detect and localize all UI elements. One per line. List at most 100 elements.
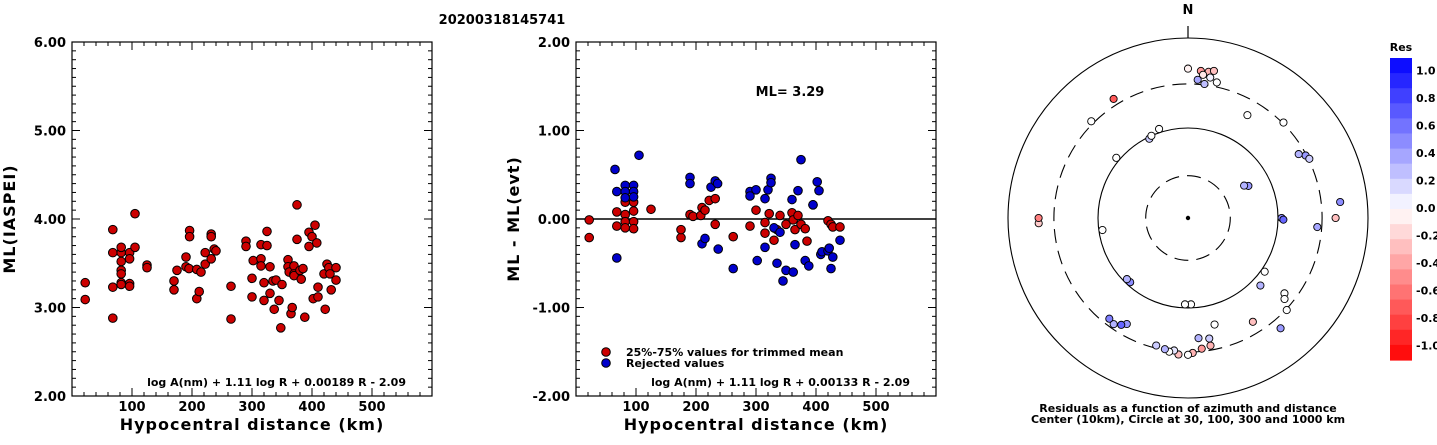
colorbar-band [1390,118,1412,135]
data-point [116,256,126,267]
colorbar-tick-label: 0.2 [1416,175,1436,188]
y-tick-label: 3.00 [34,302,66,317]
data-point [265,288,275,299]
data-point [712,178,723,189]
data-point [307,231,317,242]
y-tick-label: -1.00 [533,302,570,317]
data-point [296,274,307,284]
station-point [1212,78,1221,87]
data-point [276,323,286,333]
data-point [793,185,803,196]
y-tick-label: 1.00 [538,125,570,140]
data-point [247,273,257,284]
data-point [634,150,644,161]
polar-plot [1007,26,1369,399]
x-tick-label: 400 [298,400,325,415]
y-tick-label: 6.00 [34,36,66,51]
data-point [298,263,308,274]
plot-left [71,41,433,397]
data-point [772,258,782,269]
data-point [710,193,721,204]
data-point [292,200,302,210]
data-point [713,244,724,254]
data-point [612,207,622,217]
data-point [612,186,622,197]
colorbar-band [1390,284,1412,301]
station-point [1206,341,1215,350]
data-point [745,191,755,201]
data-point [326,285,337,295]
data-point [200,247,210,258]
data-point [226,281,236,292]
data-point [787,194,797,205]
data-point [620,223,631,233]
colorbar-tick-label: -0.2 [1416,229,1437,242]
data-point [116,279,126,290]
data-point [116,269,126,279]
data-point [259,277,269,288]
data-point [828,252,838,262]
ml-label: ML= 3.29 [756,85,825,100]
legend-marker [601,358,611,368]
data-point [169,276,179,286]
formula-label: log A(nm) + 1.11 log R + 0.00189 R - 2.0… [147,376,406,389]
station-point [1209,66,1218,75]
station-point [1034,213,1043,223]
plot-frame [71,41,433,397]
data-point [124,254,135,264]
y-axis-label: ML(IASPEI) [0,164,19,273]
data-point [241,241,251,252]
data-point [700,205,710,215]
data-point [800,223,811,234]
colorbar-band [1390,178,1412,195]
data-point [628,192,639,202]
data-point [226,314,236,324]
north-label: N [1183,3,1194,18]
colorbar-band [1390,344,1412,361]
colorbar-band [1390,329,1412,346]
data-point [628,206,639,216]
data-point [80,294,90,305]
data-point [610,164,620,175]
data-point [274,295,284,306]
x-tick-label: 300 [238,400,265,415]
data-point [769,235,779,246]
colorbar-tick-label: -0.6 [1416,284,1437,297]
data-point [331,275,341,285]
colorbar-band [1390,299,1412,316]
data-point [292,234,302,245]
data-point [304,241,314,252]
colorbar-band [1390,193,1412,210]
data-point [685,178,695,189]
colorbar-tick-label: -0.8 [1416,312,1437,325]
colorbar-tick-label: 0.0 [1416,202,1436,215]
center-marker [1185,215,1191,221]
data-point [247,292,257,302]
data-point [277,279,287,290]
data-point [728,231,739,242]
station-point [1260,267,1269,276]
data-point [760,242,770,253]
data-point [688,211,698,222]
x-tick-label: 100 [118,400,145,415]
data-point [108,282,118,292]
colorbar-tick-label: 0.4 [1416,147,1436,160]
data-point [256,261,266,271]
station-point [1197,344,1206,353]
data-point [265,261,275,272]
station-point [1276,324,1285,333]
data-point [262,240,272,251]
data-point [788,267,799,277]
station-point [1282,306,1291,315]
data-point [184,263,194,274]
data-point [108,224,118,235]
plot-middle [575,41,937,397]
data-point [612,253,622,263]
data-point [790,239,800,250]
data-point [751,205,761,215]
station-point [1313,222,1322,232]
data-point [287,302,298,313]
data-point [781,219,791,230]
colorbar-band [1390,314,1412,331]
station-point [1109,320,1118,329]
